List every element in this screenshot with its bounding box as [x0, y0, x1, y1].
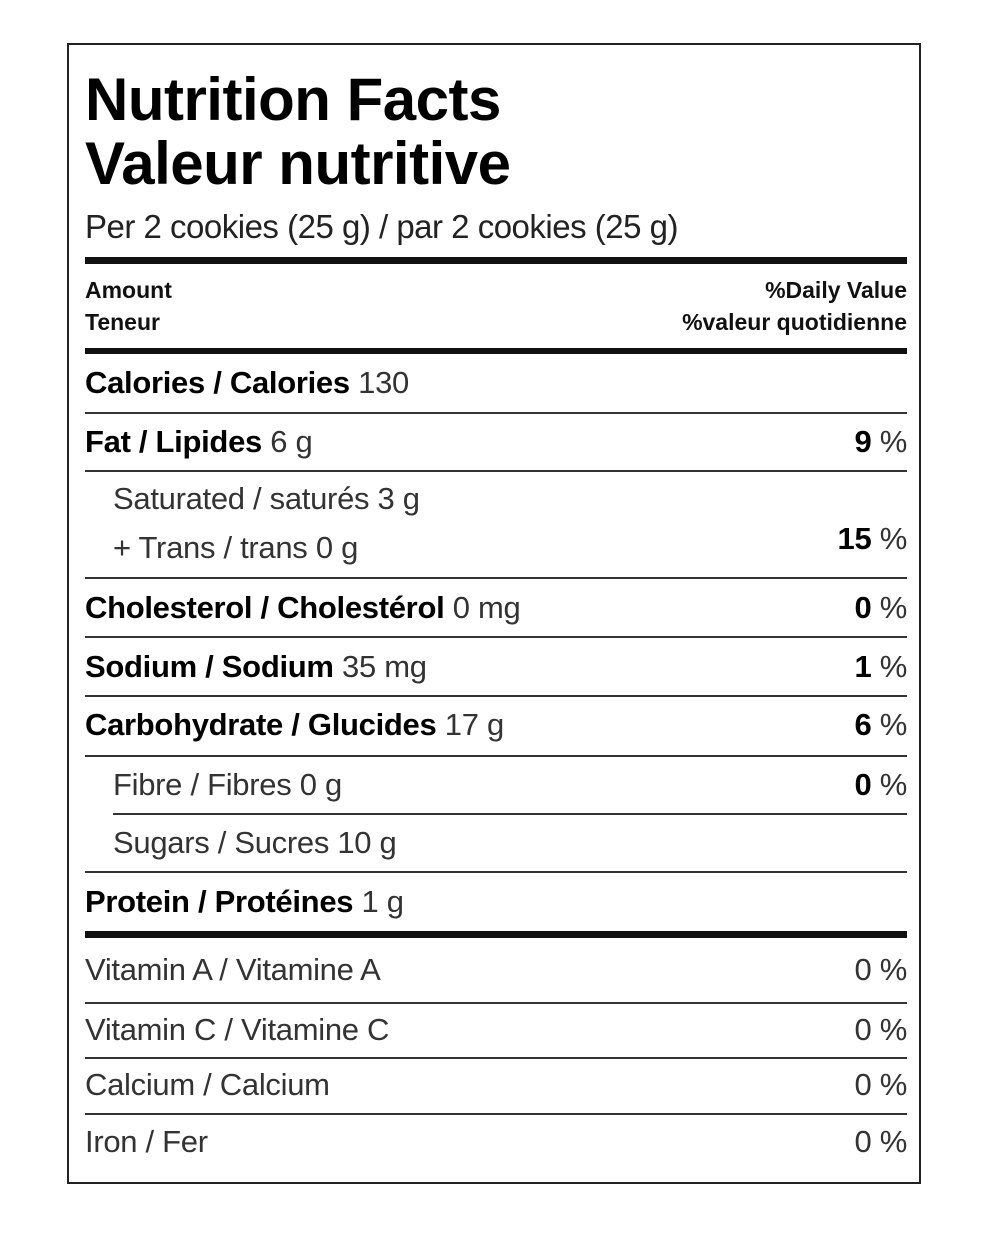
fat-pct: 9 [854, 424, 872, 459]
fat-unit: % [879, 424, 908, 459]
protein-row: Protein / Protéines 1 g [85, 873, 907, 931]
trans-unit: % [879, 521, 908, 556]
divider [85, 1113, 907, 1115]
vitamins-3-label: Iron / Fer [85, 1124, 208, 1159]
sodium-value: 35 mg [342, 648, 427, 684]
divider [85, 1002, 907, 1004]
divider [85, 470, 907, 472]
sodium-pct: 1 [854, 648, 872, 684]
sugars-row: Sugars / Sucres 10 g [85, 815, 907, 871]
divider [85, 1057, 907, 1059]
vitamins-2-pct: 0 % [854, 1067, 907, 1102]
trans-pct: 15 [837, 521, 872, 556]
protein-label: Protein / Protéines [85, 884, 354, 919]
carbohydrate-row: Carbohydrate / Glucides 17 g 6 % [85, 697, 907, 753]
fat-row: Fat / Lipides 6 g 9 % [85, 414, 907, 470]
trans-row: + Trans / trans 0 g [85, 522, 907, 574]
thick-divider [85, 931, 907, 938]
protein-value: 1 g [361, 884, 405, 919]
vitamin-a-row: Vitamin A / Vitamine A 0 % [85, 940, 907, 1000]
calories-value: 130 [358, 365, 409, 400]
saturated-trans-pct: 15 % [85, 512, 908, 566]
sodium-label: Sodium / Sodium [85, 648, 334, 684]
title-english: Nutrition Facts [85, 66, 501, 133]
sodium-unit: % [879, 648, 908, 684]
nutrition-facts-panel [67, 43, 921, 1184]
trans-label: + Trans / trans 0 g [113, 530, 359, 565]
thick-divider [85, 348, 907, 354]
serving-size: Per 2 cookies (25 g) / par 2 cookies (25… [85, 208, 678, 245]
dv-fr: %valeur quotidienne [682, 309, 907, 335]
carbohydrate-unit: % [879, 707, 908, 742]
sugars-label: Sugars / Sucres 10 g [113, 825, 397, 860]
vitamin-c-row: Vitamin C / Vitamine C 0 % [85, 1004, 907, 1056]
vitamins-0-pct: 0 % [854, 952, 907, 987]
amount-fr: Teneur [85, 309, 160, 335]
amount-header: Amount Teneur [85, 274, 172, 338]
divider [85, 755, 907, 757]
cholesterol-unit: % [879, 589, 908, 625]
divider [85, 412, 907, 414]
thick-divider [85, 257, 907, 264]
fat-value: 6 g [270, 424, 313, 459]
vitamins-2-label: Calcium / Calcium [85, 1067, 330, 1102]
divider [85, 695, 907, 697]
cholesterol-pct: 0 [854, 589, 872, 625]
calories-row: Calories / Calories 130 [85, 354, 907, 412]
cholesterol-row: Cholesterol / Cholestérol 0 mg 0 % [85, 579, 907, 636]
fibre-pct: 0 [854, 767, 872, 802]
vitamins-3-pct: 0 % [854, 1124, 907, 1159]
vitamins-1-label: Vitamin C / Vitamine C [85, 1012, 390, 1047]
vitamins-0-label: Vitamin A / Vitamine A [85, 952, 381, 987]
title-french: Valeur nutritive [85, 130, 511, 197]
dv-en: %Daily Value [765, 277, 907, 303]
fibre-unit: % [879, 767, 908, 802]
amount-en: Amount [85, 277, 172, 303]
carbohydrate-label: Carbohydrate / Glucides [85, 707, 437, 742]
calcium-row: Calcium / Calcium 0 % [85, 1059, 907, 1111]
calories-label: Calories / Calories [85, 365, 350, 400]
saturated-label: Saturated / saturés 3 g [113, 481, 420, 516]
vitamins-1-pct: 0 % [854, 1012, 907, 1047]
sodium-row: Sodium / Sodium 35 mg 1 % [85, 638, 907, 695]
divider [113, 813, 907, 815]
cholesterol-label: Cholesterol / Cholestérol [85, 589, 445, 625]
iron-row: Iron / Fer 0 % [85, 1115, 907, 1169]
carbohydrate-value: 17 g [444, 707, 504, 742]
carbohydrate-pct: 6 [854, 707, 872, 742]
saturated-row: Saturated / saturés 3 g [85, 474, 907, 524]
fibre-row: Fibre / Fibres 0 g 0 % [85, 757, 907, 813]
fat-label: Fat / Lipides [85, 424, 262, 459]
divider [85, 636, 907, 638]
divider [85, 577, 907, 579]
cholesterol-value: 0 mg [452, 589, 521, 625]
daily-value-header: %Daily Value %valeur quotidienne [682, 274, 907, 338]
divider [85, 871, 907, 873]
fibre-label: Fibre / Fibres 0 g [113, 767, 342, 802]
